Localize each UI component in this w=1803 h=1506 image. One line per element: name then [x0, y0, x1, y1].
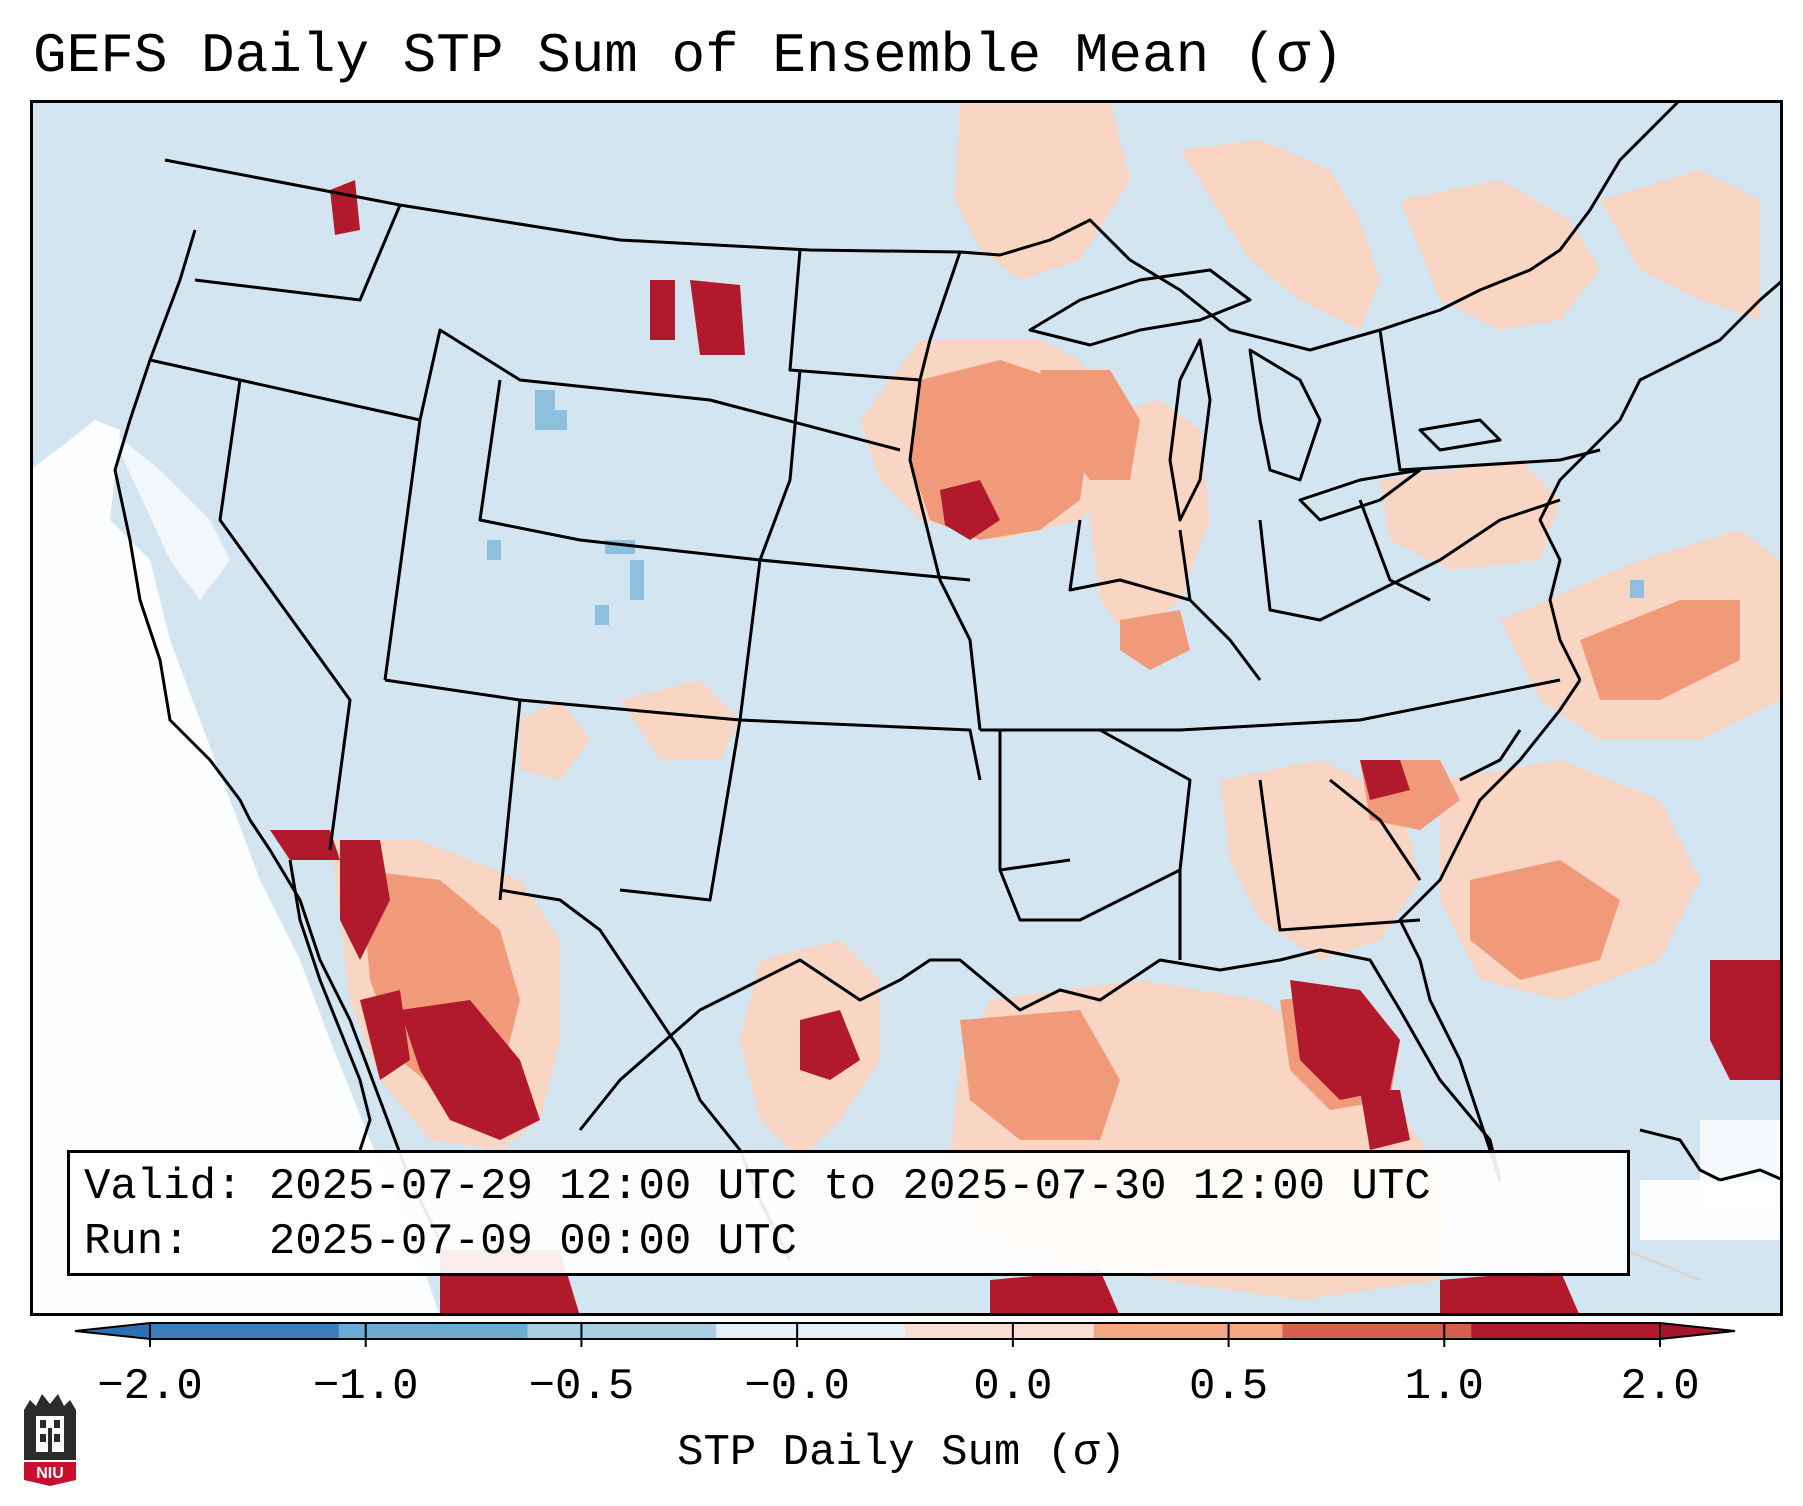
west-coast — [113, 229, 442, 1241]
run-time: 2025-07-09 00:00 UTC — [268, 1217, 797, 1267]
lake-huron — [1248, 348, 1322, 482]
niu-logo-text: NIU — [36, 1465, 64, 1482]
colorbar-tick-label: 1.0 — [1404, 1362, 1484, 1412]
niu-logo: NIU — [24, 1394, 76, 1486]
valid-label: Valid: — [84, 1162, 243, 1212]
chart-title: GEFS Daily STP Sum of Ensemble Mean (σ) — [33, 24, 1344, 88]
colorbar-label: STP Daily Sum (σ) — [677, 1428, 1126, 1478]
heat-high — [270, 180, 1783, 1316]
colorbar-tick-label: 0.5 — [1188, 1362, 1269, 1412]
colorbar-tick-label: −0.0 — [744, 1362, 850, 1412]
colorbar-tick-label: 2.0 — [1620, 1362, 1700, 1412]
baja — [288, 859, 372, 1151]
boundaries — [113, 100, 1783, 1282]
valid-run-info-box: Valid: 2025-07-29 12:00 UTC to 2025-07-3… — [67, 1150, 1630, 1276]
east-coast — [1538, 278, 1783, 681]
lake-michigan — [1168, 338, 1212, 522]
colorbar-tick-label: −1.0 — [312, 1362, 419, 1412]
lake-ontario — [1418, 418, 1502, 452]
colorbar-tick-label: −0.5 — [528, 1362, 635, 1412]
valid-time: 2025-07-29 12:00 UTC to 2025-07-30 12:00… — [268, 1162, 1431, 1212]
colorbar-tick-label: 0.0 — [973, 1362, 1053, 1412]
run-label: Run: — [84, 1217, 190, 1267]
lake-superior — [1028, 268, 1252, 347]
lake-erie — [1298, 468, 1422, 522]
heat-negative — [487, 390, 1644, 625]
colorbar-tick-label: −2.0 — [97, 1362, 203, 1412]
no-data-areas — [30, 420, 1783, 1316]
us-canada-border — [164, 100, 1682, 352]
